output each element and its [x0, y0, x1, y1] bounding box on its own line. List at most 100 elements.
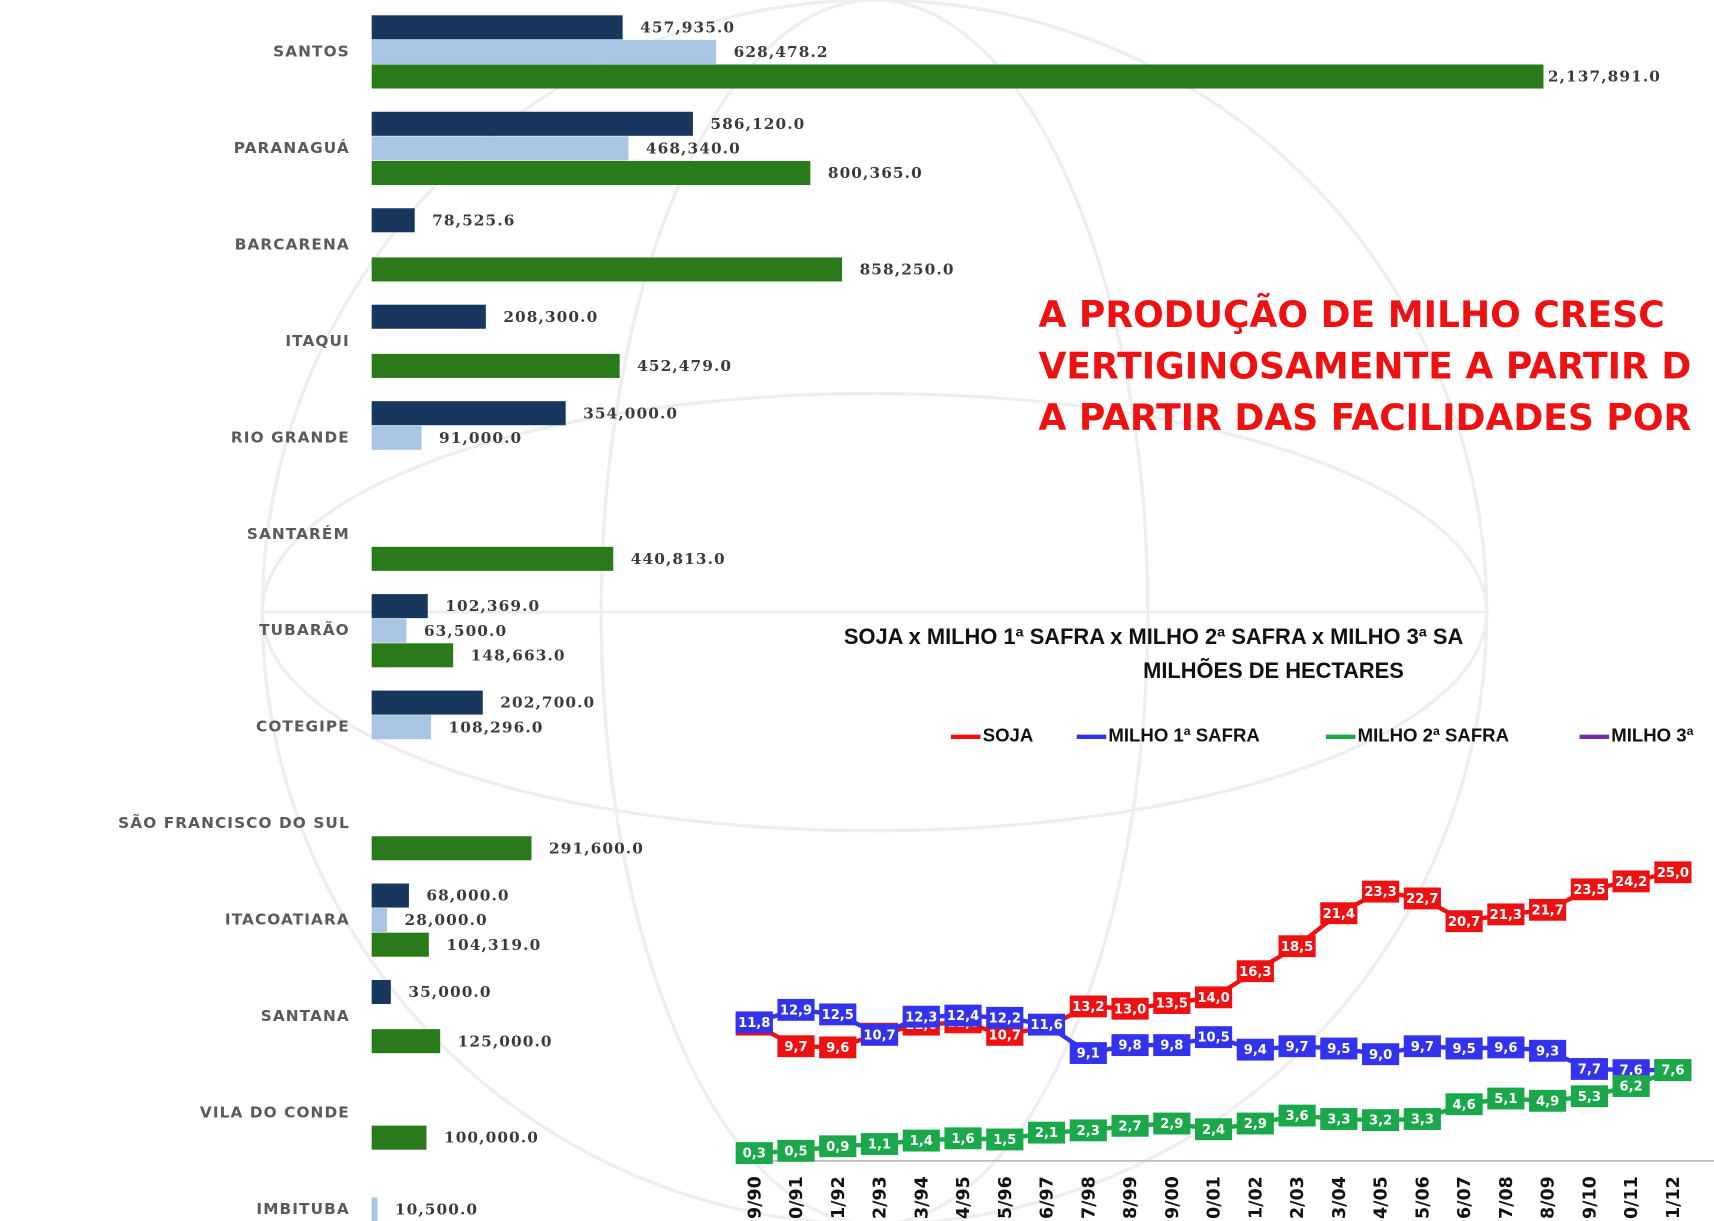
- label-box: [1236, 1038, 1274, 1061]
- x-tick-label: 0/91: [787, 1176, 807, 1219]
- x-tick-label: 7/08: [1497, 1176, 1517, 1219]
- point-label: 11,8: [738, 1016, 770, 1031]
- label-box: [1445, 910, 1483, 933]
- bar: [371, 111, 693, 136]
- point-label: 5,3: [1578, 1090, 1601, 1105]
- label-box: [1320, 902, 1358, 925]
- point-label: 2,4: [1202, 1123, 1225, 1138]
- label-box: [1194, 1118, 1233, 1141]
- point-label: 9,4: [1244, 1043, 1267, 1058]
- point-label: 10,7: [863, 1028, 895, 1043]
- label-box: [1027, 1013, 1066, 1036]
- label-box: [1278, 935, 1316, 958]
- category-label: ITAQUI: [285, 332, 349, 350]
- point-label: 3,3: [1327, 1113, 1350, 1128]
- x-tick-label: 4/95: [954, 1176, 974, 1219]
- point-label: 18,5: [1281, 940, 1313, 955]
- category-label: SÃO FRANCISCO DO SUL: [118, 813, 350, 832]
- legend-label: MILHO 1ª SAFRA: [1108, 725, 1259, 746]
- value-label: 468,340.0: [646, 139, 741, 157]
- bar: [371, 39, 717, 64]
- bar: [371, 160, 811, 186]
- label-box: [944, 1127, 982, 1150]
- value-label: 457,935.0: [640, 18, 735, 36]
- bar: [371, 1029, 441, 1054]
- label-box: [1278, 1035, 1316, 1058]
- value-label: 148,663.0: [471, 646, 566, 664]
- point-label: 9,8: [1160, 1039, 1183, 1054]
- point-label: 13,0: [1114, 1002, 1146, 1017]
- category-label: ITACOATIARA: [225, 911, 350, 929]
- bar: [371, 979, 391, 1005]
- bar: [371, 618, 407, 643]
- point-label: 11,6: [1030, 1018, 1062, 1033]
- point-label: 9,7: [1411, 1040, 1434, 1055]
- value-label: 202,700.0: [500, 694, 595, 712]
- x-tick-label: 1/02: [1246, 1176, 1266, 1219]
- label-box: [1027, 1121, 1066, 1144]
- point-label: 9,0: [1369, 1048, 1392, 1063]
- category-label: SANTARÉM: [247, 524, 350, 543]
- point-label: 4,9: [1536, 1094, 1559, 1109]
- label-box: [1654, 861, 1692, 884]
- label-box: [1194, 1026, 1233, 1049]
- value-label: 100,000.0: [444, 1129, 539, 1147]
- category-label: TUBARÃO: [259, 620, 350, 639]
- point-label: 25,0: [1657, 866, 1689, 881]
- chart-subtitle: MILHÕES DE HECTARES: [1143, 658, 1404, 683]
- category-label: BARCARENA: [235, 235, 350, 253]
- point-label: 9,1: [1077, 1047, 1100, 1062]
- bar: [371, 836, 532, 861]
- bar: [371, 643, 454, 668]
- value-label: 78,525.6: [432, 211, 515, 229]
- point-label: 0,3: [743, 1147, 766, 1162]
- label-box: [1612, 1075, 1650, 1097]
- point-label: 10,5: [1197, 1031, 1229, 1046]
- label-box: [1320, 1108, 1358, 1130]
- point-label: 1,5: [993, 1133, 1016, 1148]
- point-label: 2,9: [1160, 1117, 1183, 1132]
- headline: VERTIGINOSAMENTE A PARTIR D: [1038, 345, 1691, 387]
- label-box: [819, 1135, 857, 1158]
- headline: A PARTIR DAS FACILIDADES POR: [1038, 397, 1691, 439]
- x-tick-label: 1/12: [1664, 1176, 1684, 1219]
- x-tick-label: 9/90: [745, 1176, 765, 1219]
- label-box: [1403, 887, 1441, 910]
- point-label: 12,5: [822, 1008, 854, 1023]
- bar: [371, 883, 409, 908]
- point-label: 16,3: [1239, 965, 1271, 980]
- label-box: [1111, 1114, 1149, 1137]
- x-tick-label: 0/11: [1622, 1176, 1642, 1219]
- point-label: 2,3: [1077, 1124, 1100, 1139]
- label-box: [1570, 1085, 1608, 1108]
- label-box: [1194, 986, 1233, 1009]
- point-label: 9,6: [1494, 1041, 1517, 1056]
- x-tick-label: 5/96: [996, 1176, 1016, 1219]
- x-tick-label: 4/05: [1372, 1176, 1392, 1219]
- label-box: [860, 1023, 899, 1046]
- headline: A PRODUÇÃO DE MILHO CRESC: [1038, 294, 1664, 336]
- point-label: 21,4: [1323, 907, 1355, 922]
- value-label: 291,600.0: [549, 839, 644, 857]
- legend-label: SOJA: [983, 725, 1034, 746]
- value-label: 452,479.0: [637, 357, 732, 375]
- globe-background: [260, 0, 1489, 1221]
- point-label: 9,6: [826, 1041, 849, 1056]
- point-label: 22,7: [1406, 892, 1438, 907]
- category-label: IMBITUBA: [256, 1200, 349, 1218]
- label-box: [1612, 870, 1650, 893]
- value-label: 68,000.0: [426, 887, 509, 905]
- value-label: 91,000.0: [439, 429, 522, 447]
- x-tick-label: 8/99: [1121, 1176, 1141, 1219]
- chart-title: SOJA x MILHO 1ª SAFRA x MILHO 2ª SAFRA x…: [844, 624, 1464, 649]
- label-box: [1570, 1058, 1608, 1080]
- point-label: 9,7: [784, 1040, 807, 1055]
- bar: [371, 1125, 427, 1150]
- value-label: 628,478.2: [734, 43, 829, 61]
- bar: [371, 15, 623, 40]
- x-tick-label: 9/10: [1580, 1176, 1600, 1219]
- label-box: [819, 1036, 857, 1059]
- value-label: 2,137,891.0: [1548, 68, 1661, 86]
- point-label: 21,7: [1531, 903, 1563, 918]
